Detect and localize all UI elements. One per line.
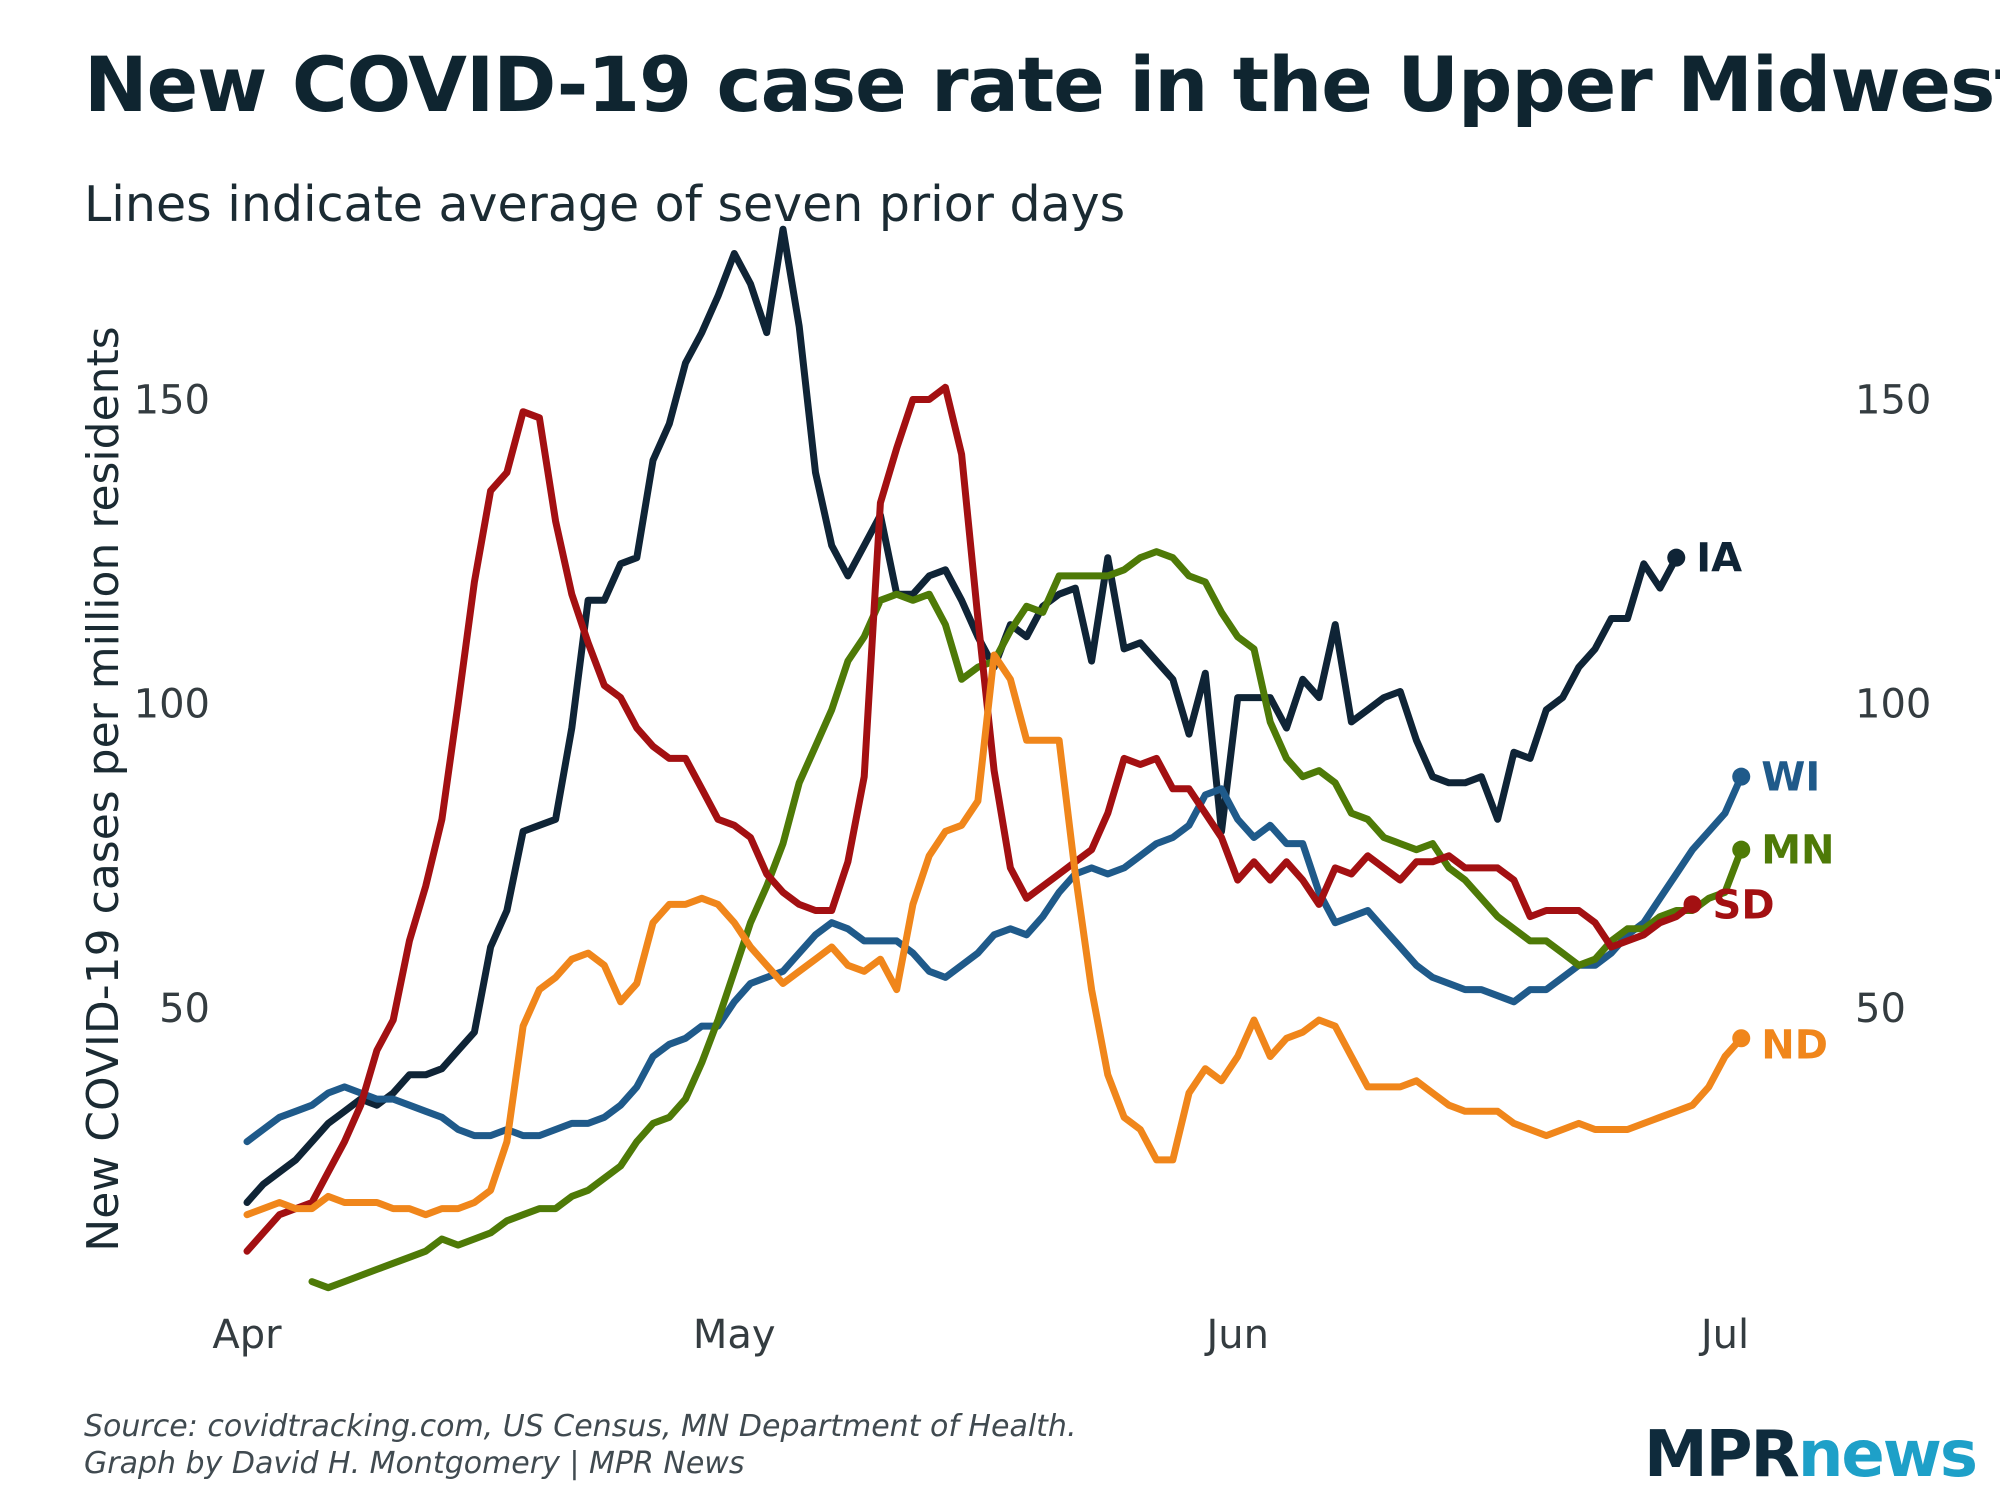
series-end-point-ia — [1667, 548, 1686, 567]
series-label-sd: SD — [1713, 882, 1775, 928]
chart-subtitle: Lines indicate average of seven prior da… — [84, 176, 1126, 233]
series-end-point-nd — [1732, 1029, 1751, 1048]
source-line-2: Graph by David H. Montgomery | MPR News — [84, 1446, 745, 1481]
y-axis-label: New COVID-19 cases per million residents — [78, 326, 129, 1251]
x-tick-label: Jul — [1698, 1312, 1749, 1358]
logo-news: news — [1797, 1418, 1978, 1492]
line-chart: New COVID-19 cases per million residents… — [78, 225, 1931, 1358]
y-tick-label-right: 150 — [1855, 378, 1931, 424]
x-tick-label: Jun — [1203, 1312, 1269, 1358]
series-end-point-mn — [1732, 840, 1751, 859]
y-tick-label-right: 100 — [1855, 682, 1931, 728]
series-label-wi: WI — [1761, 755, 1820, 801]
series-label-ia: IA — [1696, 536, 1742, 582]
x-tick-label: May — [693, 1312, 776, 1358]
series-label-nd: ND — [1761, 1022, 1828, 1068]
y-tick-label-left: 50 — [159, 986, 210, 1032]
series-line-wi — [243, 773, 1745, 1146]
series-line-sd — [243, 383, 1696, 1255]
source-line-1: Source: covidtracking.com, US Census, MN… — [84, 1409, 1077, 1444]
series-end-point-sd — [1683, 895, 1702, 914]
y-tick-label-right: 50 — [1855, 986, 1906, 1032]
logo-mpr: MPR — [1643, 1418, 1800, 1492]
y-tick-label-left: 100 — [134, 682, 210, 728]
y-tick-label-left: 150 — [134, 378, 210, 424]
source-note: Source: covidtracking.com, US Census, MN… — [84, 1408, 1076, 1482]
chart-title: New COVID-19 case rate in the Upper Midw… — [84, 40, 2000, 129]
series-line-nd — [243, 651, 1745, 1219]
series-label-mn: MN — [1761, 828, 1834, 874]
x-tick-label: Apr — [212, 1312, 282, 1358]
series-end-point-wi — [1732, 767, 1751, 786]
mpr-news-logo: MPRnews — [1643, 1418, 1978, 1492]
series-line-mn — [308, 548, 1745, 1292]
series-line-ia — [243, 225, 1680, 1206]
